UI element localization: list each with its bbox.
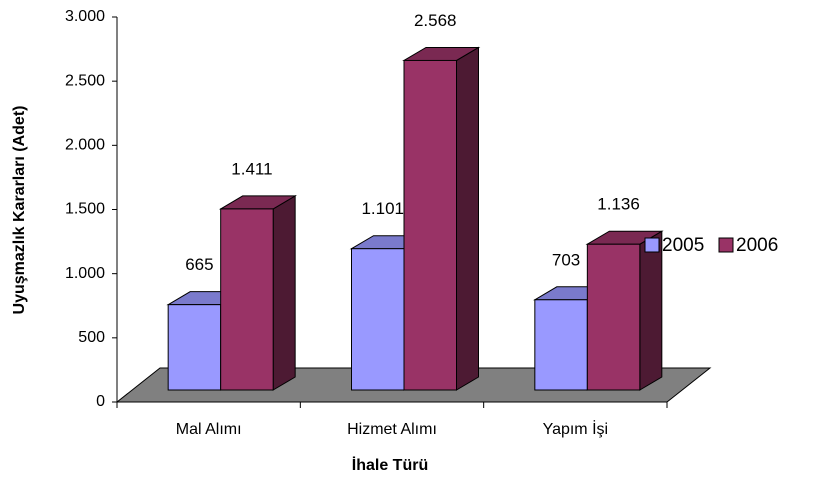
bar [167, 304, 222, 391]
value-label: 1.136 [597, 195, 640, 214]
y-tick-label: 2.000 [65, 137, 105, 154]
bar [586, 243, 641, 391]
value-label: 703 [552, 250, 580, 269]
y-tick-label: 500 [78, 329, 105, 346]
x-axis-label: İhale Türü [352, 456, 428, 474]
y-tick-label: 3.000 [65, 8, 105, 25]
x-tick-label: Hizmet Alımı [347, 421, 437, 438]
bar-side [272, 195, 296, 391]
legend-swatch [644, 237, 660, 253]
value-label: 2.568 [414, 11, 457, 30]
legend-label: 2006 [736, 235, 778, 256]
x-tick-label: Mal Alımı [176, 421, 242, 438]
bar [534, 299, 588, 391]
bar [351, 248, 405, 391]
y-tick-label: 1.500 [65, 201, 105, 218]
legend-label: 2005 [662, 235, 704, 256]
bar [220, 208, 274, 391]
y-tick-label: 2.500 [65, 72, 105, 89]
legend-swatch [718, 237, 734, 253]
value-label: 1.411 [231, 159, 272, 178]
bar [403, 59, 457, 391]
x-tick-label: Yapım İşi [543, 419, 609, 438]
bar-side [639, 230, 663, 391]
value-label: 665 [185, 255, 213, 274]
bar-side [456, 46, 479, 391]
y-axis-label: Uyuşmazlık Kararları (Adet) [11, 106, 28, 315]
value-label: 1.101 [361, 199, 404, 218]
y-tick-label: 0 [96, 393, 105, 410]
y-tick-label: 1.000 [65, 265, 105, 282]
